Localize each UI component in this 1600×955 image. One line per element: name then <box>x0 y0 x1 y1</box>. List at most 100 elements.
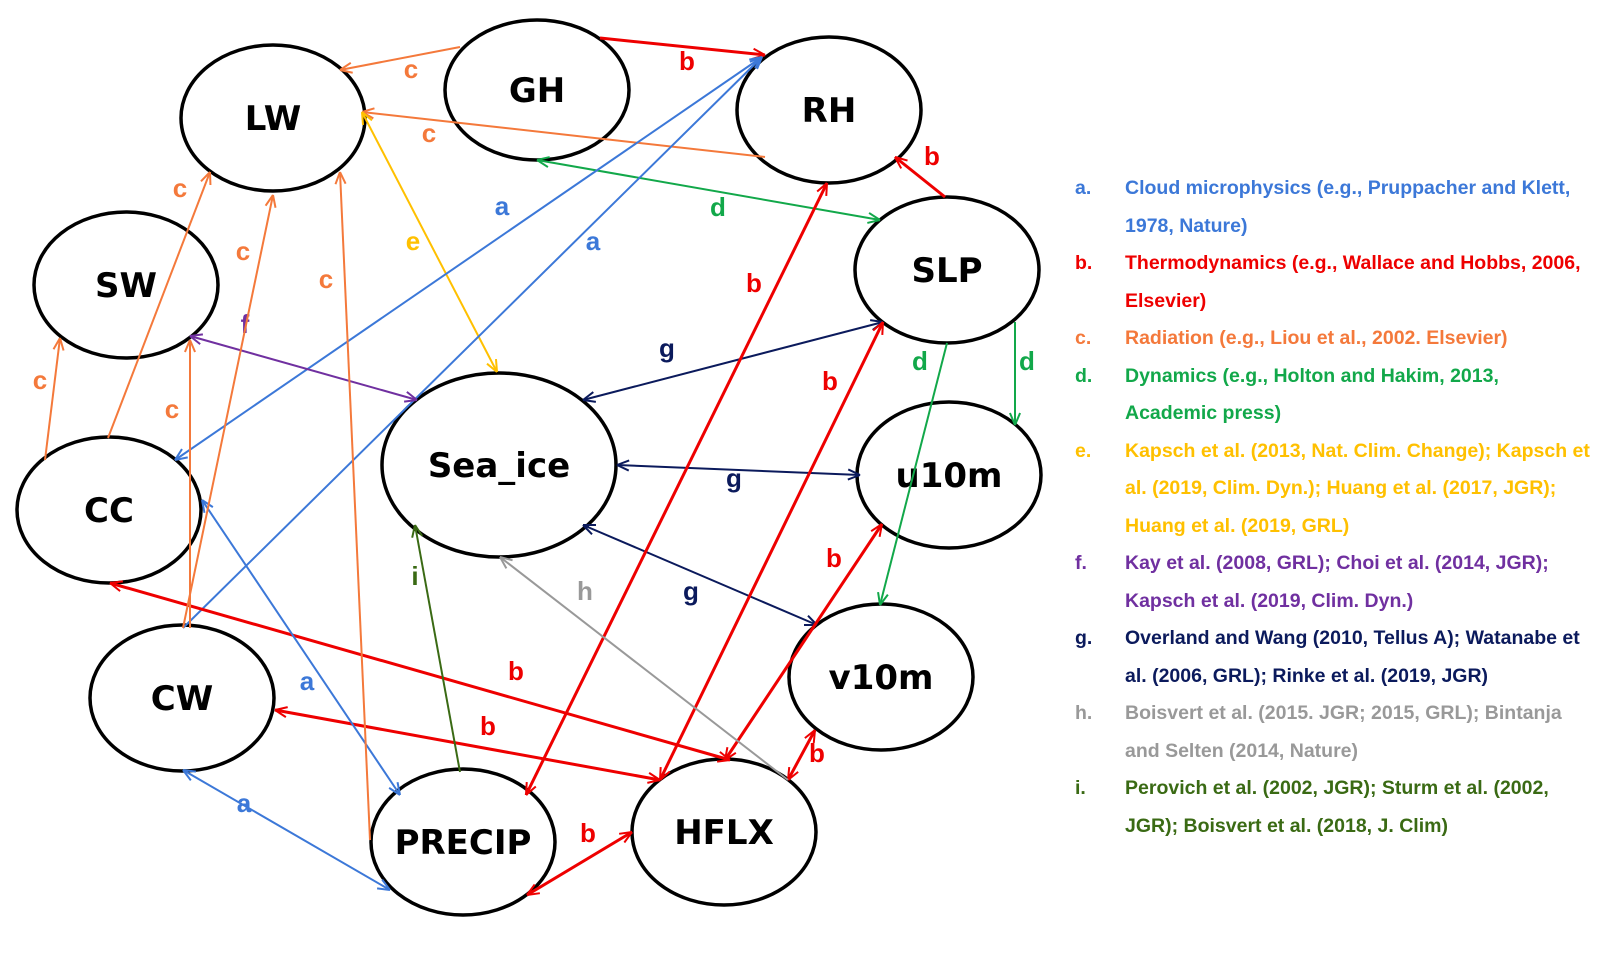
edge-cc-lw: c <box>107 171 212 439</box>
node-label: RH <box>802 91 857 131</box>
legend-text: Boisvert et al. (2015. JGR; 2015, GRL); … <box>1125 702 1562 762</box>
node-lw: LW <box>179 43 367 193</box>
edge-cw-rh: a <box>182 56 763 629</box>
legend-text: Kapsch et al. (2013, Nat. Clim. Change);… <box>1125 439 1590 537</box>
edge-line <box>524 182 829 796</box>
edge-line <box>658 321 885 781</box>
edge-line <box>339 46 461 71</box>
edge-label: g <box>726 463 742 493</box>
edge-line <box>599 36 766 57</box>
edge-line <box>786 729 817 781</box>
node-label: SLP <box>911 251 982 291</box>
node-gh: GH <box>443 18 631 162</box>
edge-v10m-hflx: b <box>786 729 825 781</box>
edge-label: g <box>659 333 675 363</box>
edge-line <box>189 335 418 401</box>
edge-line <box>499 556 789 781</box>
legend-text: Overland and Wang (2010, Tellus A); Wata… <box>1125 627 1580 687</box>
edge-slp-rh: b <box>894 141 946 199</box>
legend-text: Radiation (e.g., Liou et al., 2002. Else… <box>1125 327 1508 349</box>
edge-line <box>616 464 861 476</box>
legend-key: d. <box>1075 364 1093 387</box>
edge-gh-slp: d <box>536 156 881 224</box>
node-slp: SLP <box>853 195 1041 345</box>
legend-item-d: d. Dynamics (e.g., Holton and Hakim, 2013… <box>1075 358 1595 433</box>
edge-line <box>201 499 401 796</box>
legend-text: Dynamics (e.g., Holton and Hakim, 2013, … <box>1125 364 1499 425</box>
legend-key: c. <box>1075 327 1092 349</box>
edge-label: i <box>411 561 418 591</box>
edge-line <box>536 159 881 221</box>
legend-item-c: c. Radiation (e.g., Liou et al., 2002. El… <box>1075 320 1595 358</box>
node-cc: CC <box>15 435 203 585</box>
edge-sea_ice-u10m: g <box>616 459 861 493</box>
node-label: CW <box>151 679 213 719</box>
edge-label: b <box>580 818 596 848</box>
edge-label: d <box>912 346 928 376</box>
edge-label: e <box>406 226 420 256</box>
edge-rh-precip: b <box>524 182 829 796</box>
node-cw: CW <box>88 623 276 773</box>
edge-label: f <box>241 309 250 339</box>
node-label: CC <box>84 491 134 531</box>
legend-key: f. <box>1075 552 1087 574</box>
edge-cw-lw: c <box>182 194 277 629</box>
edge-cc-precip: a <box>201 499 401 796</box>
edge-label: b <box>508 656 524 686</box>
edge-line <box>361 111 498 373</box>
legend-item-a: a. Cloud microphysics (e.g., Pruppacher a… <box>1075 170 1595 245</box>
edge-line <box>182 769 391 891</box>
legend-item-e: e. Kapsch et al. (2013, Nat. Clim. Change… <box>1075 433 1595 546</box>
node-label: Sea_ice <box>428 446 570 486</box>
edge-label: d <box>1019 346 1035 376</box>
edge-label: a <box>237 788 252 818</box>
edge-label: h <box>577 576 593 606</box>
edge-cw-sw: c <box>165 339 196 628</box>
edge-hflx-sea_ice: h <box>499 556 789 781</box>
edge-label: c <box>33 365 47 395</box>
legend-key: e. <box>1075 439 1092 462</box>
edge-label: d <box>710 192 726 222</box>
node-label: GH <box>509 71 565 111</box>
legend-key: h. <box>1075 702 1093 724</box>
edge-line <box>107 171 211 439</box>
legend-text: Cloud microphysics (e.g., Pruppacher and… <box>1125 177 1571 237</box>
edge-line <box>414 524 461 773</box>
node-rh: RH <box>735 35 923 185</box>
edge-cw-hflx: b <box>274 706 661 784</box>
edge-label: c <box>173 173 187 203</box>
node-hflx: HFLX <box>630 757 818 907</box>
legend-key: i. <box>1075 777 1086 799</box>
legend: a. Cloud microphysics (e.g., Pruppacher a… <box>1075 170 1595 845</box>
edge-lw-sea_ice: e <box>361 111 498 373</box>
legend-key: a. <box>1075 177 1092 199</box>
node-label: PRECIP <box>395 823 532 863</box>
legend-item-f: f. Kay et al. (2008, GRL); Choi et al. (2… <box>1075 545 1595 620</box>
legend-item-i: i. Perovich et al. (2002, JGR); Sturm et … <box>1075 770 1595 845</box>
node-sea_ice: Sea_ice <box>380 371 618 559</box>
edge-line <box>109 581 731 762</box>
node-u10m: u10m <box>855 400 1043 550</box>
edge-cc-sw: c <box>33 337 65 461</box>
node-label: LW <box>245 99 302 139</box>
edge-label: c <box>404 54 418 84</box>
edge-sea_ice-v10m: g <box>582 524 818 626</box>
edge-slp-u10m: d <box>1009 322 1035 426</box>
edge-line <box>174 56 763 461</box>
edge-precip-hflx: b <box>526 818 633 897</box>
edge-label: b <box>480 711 496 741</box>
legend-item-h: h. Boisvert et al. (2015. JGR; 2015, GRL)… <box>1075 695 1595 770</box>
legend-text: Kay et al. (2008, GRL); Choi et al. (201… <box>1125 552 1549 612</box>
edge-label: b <box>746 268 762 298</box>
edge-cw-precip: a <box>182 769 391 891</box>
edge-label: c <box>236 236 250 266</box>
node-label: v10m <box>829 658 934 698</box>
edge-label: a <box>495 191 510 221</box>
edge-line <box>182 194 274 629</box>
edge-gh-rh: b <box>599 36 766 76</box>
edge-label: c <box>165 394 179 424</box>
edge-label: c <box>422 118 436 148</box>
edge-slp-v10m: d <box>877 342 948 606</box>
edge-line <box>182 56 763 629</box>
edge-line <box>44 337 61 461</box>
